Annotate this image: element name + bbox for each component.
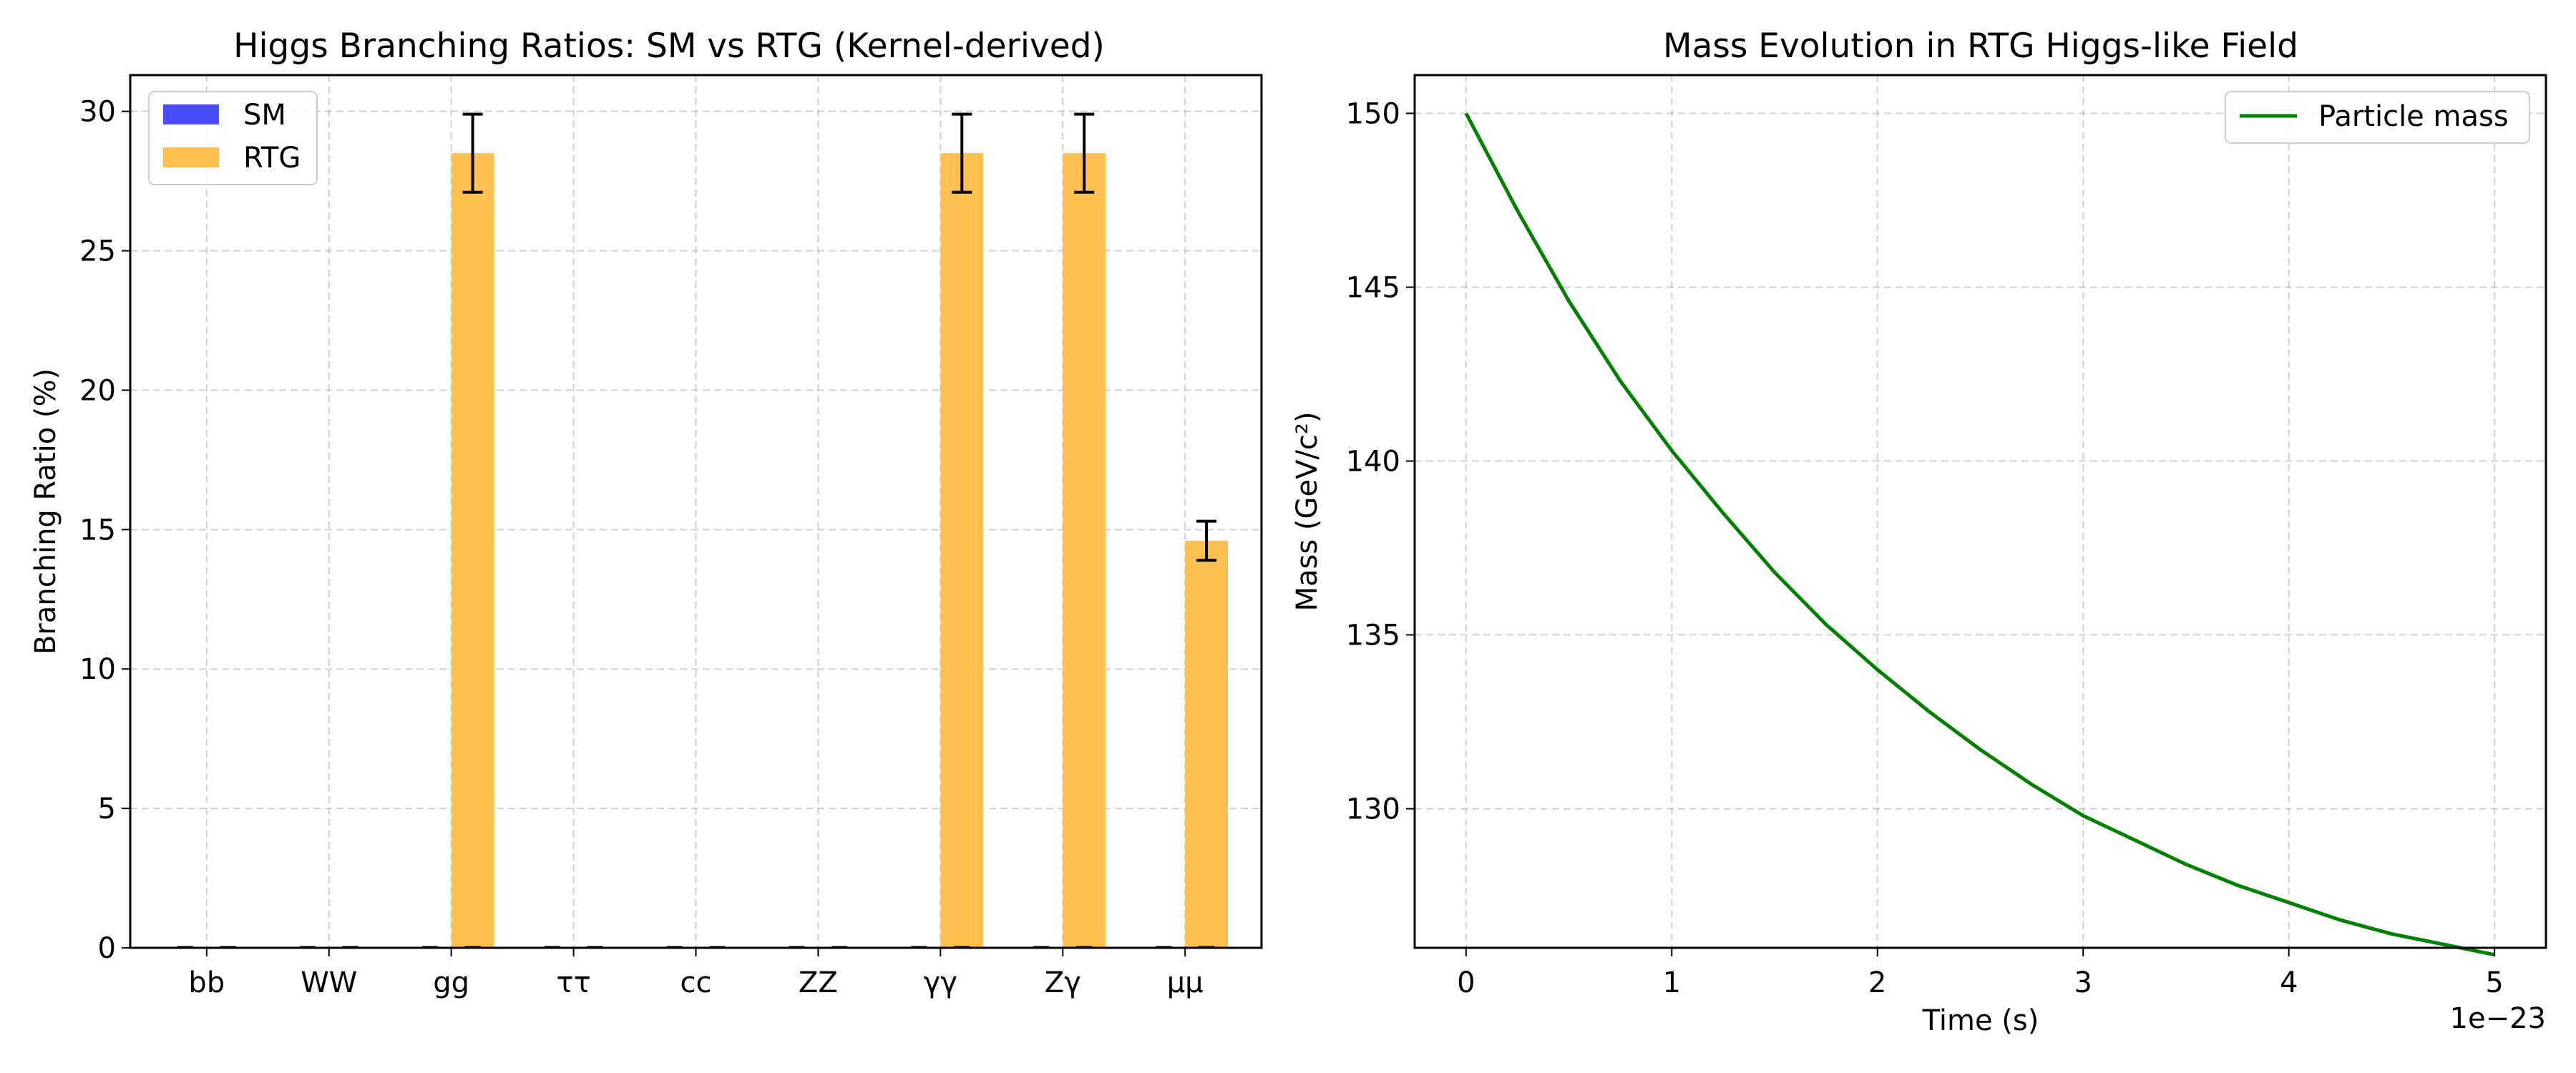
- chart1-y-tick-label: 15: [79, 514, 116, 547]
- chart1-bars: [451, 153, 1228, 949]
- legend-label-sm: SM: [243, 99, 286, 132]
- chart2-y-tick-label: 150: [1346, 97, 1400, 130]
- bar-rtg-8: [1185, 540, 1228, 948]
- chart1-x-tick-label: γγ: [924, 966, 957, 999]
- chart1-x-tick-label: ττ: [556, 966, 590, 999]
- chart2-x-tick-label: 2: [1868, 966, 1886, 999]
- legend-label-particle-mass: Particle mass: [2318, 100, 2509, 133]
- chart2-axes-frame: [1413, 74, 2547, 949]
- chart2-x-tick-label: 3: [2074, 966, 2092, 999]
- chart2-legend: Particle mass: [2225, 91, 2530, 144]
- chart2-grid: [1415, 75, 2546, 948]
- bar-rtg-2: [451, 153, 494, 949]
- chart2-x-tick-label: 1: [1663, 966, 1681, 999]
- chart1-y-tick-label: 10: [79, 653, 116, 686]
- chart2-x-tick-label: 4: [2280, 966, 2298, 999]
- mass-evolution-chart: Mass Evolution in RTG Higgs-like Field 0…: [1291, 26, 2547, 1037]
- chart1-x-tick-label: bb: [188, 966, 225, 999]
- chart1-grid: [130, 75, 1262, 949]
- chart2-x-tick-label: 5: [2485, 966, 2503, 999]
- chart2-y-tick-label: 130: [1346, 793, 1400, 826]
- chart1-y-axis-label: Branching Ratio (%): [29, 368, 62, 655]
- chart1-x-tick-label: μμ: [1167, 966, 1204, 999]
- chart1-y-ticks: 0 5 10 15 20 25 30: [79, 96, 130, 965]
- chart2-y-tick-label: 140: [1346, 446, 1400, 479]
- chart1-y-tick-label: 30: [79, 96, 116, 129]
- chart2-x-offset-label: 1e−23: [2450, 1002, 2546, 1035]
- chart1-x-tick-label: Zγ: [1045, 966, 1081, 999]
- chart1-x-ticks: bb WW gg ττ cc ZZ γγ Zγ μμ: [188, 948, 1204, 999]
- chart1-y-tick-label: 0: [98, 932, 116, 965]
- branching-ratio-chart: Higgs Branching Ratios: SM vs RTG (Kerne…: [29, 26, 1263, 999]
- bar-rtg-6: [940, 153, 984, 949]
- chart1-title: Higgs Branching Ratios: SM vs RTG (Kerne…: [233, 26, 1105, 66]
- chart2-legend-box: [2225, 91, 2530, 144]
- chart1-y-tick-label: 25: [79, 235, 116, 268]
- chart2-x-tick-label: 0: [1457, 966, 1475, 999]
- chart2-x-axis-label: Time (s): [1922, 1004, 2039, 1037]
- chart2-y-tick-label: 135: [1346, 619, 1400, 652]
- chart1-legend: SM RTG: [148, 91, 318, 185]
- chart2-y-tick-label: 145: [1346, 271, 1400, 304]
- chart1-y-tick-label: 20: [79, 374, 116, 407]
- chart2-y-ticks: 130 135 140 145 150: [1346, 97, 1415, 826]
- chart1-x-tick-label: ZZ: [799, 966, 838, 999]
- chart1-y-tick-label: 5: [98, 793, 116, 825]
- legend-label-rtg: RTG: [243, 142, 301, 175]
- chart2-title: Mass Evolution in RTG Higgs-like Field: [1663, 26, 2298, 66]
- chart1-x-tick-label: WW: [301, 966, 357, 999]
- chart2-y-axis-label: Mass (GeV/c²): [1291, 411, 1324, 611]
- legend-swatch-rtg: [163, 147, 219, 167]
- chart1-x-tick-label: cc: [680, 966, 712, 999]
- legend-swatch-sm: [163, 104, 219, 124]
- bar-rtg-7: [1063, 153, 1106, 949]
- mass-line: [1464, 112, 2495, 957]
- chart2-x-ticks: 0 1 2 3 4 5: [1457, 948, 2504, 999]
- chart1-x-tick-label: gg: [433, 966, 469, 999]
